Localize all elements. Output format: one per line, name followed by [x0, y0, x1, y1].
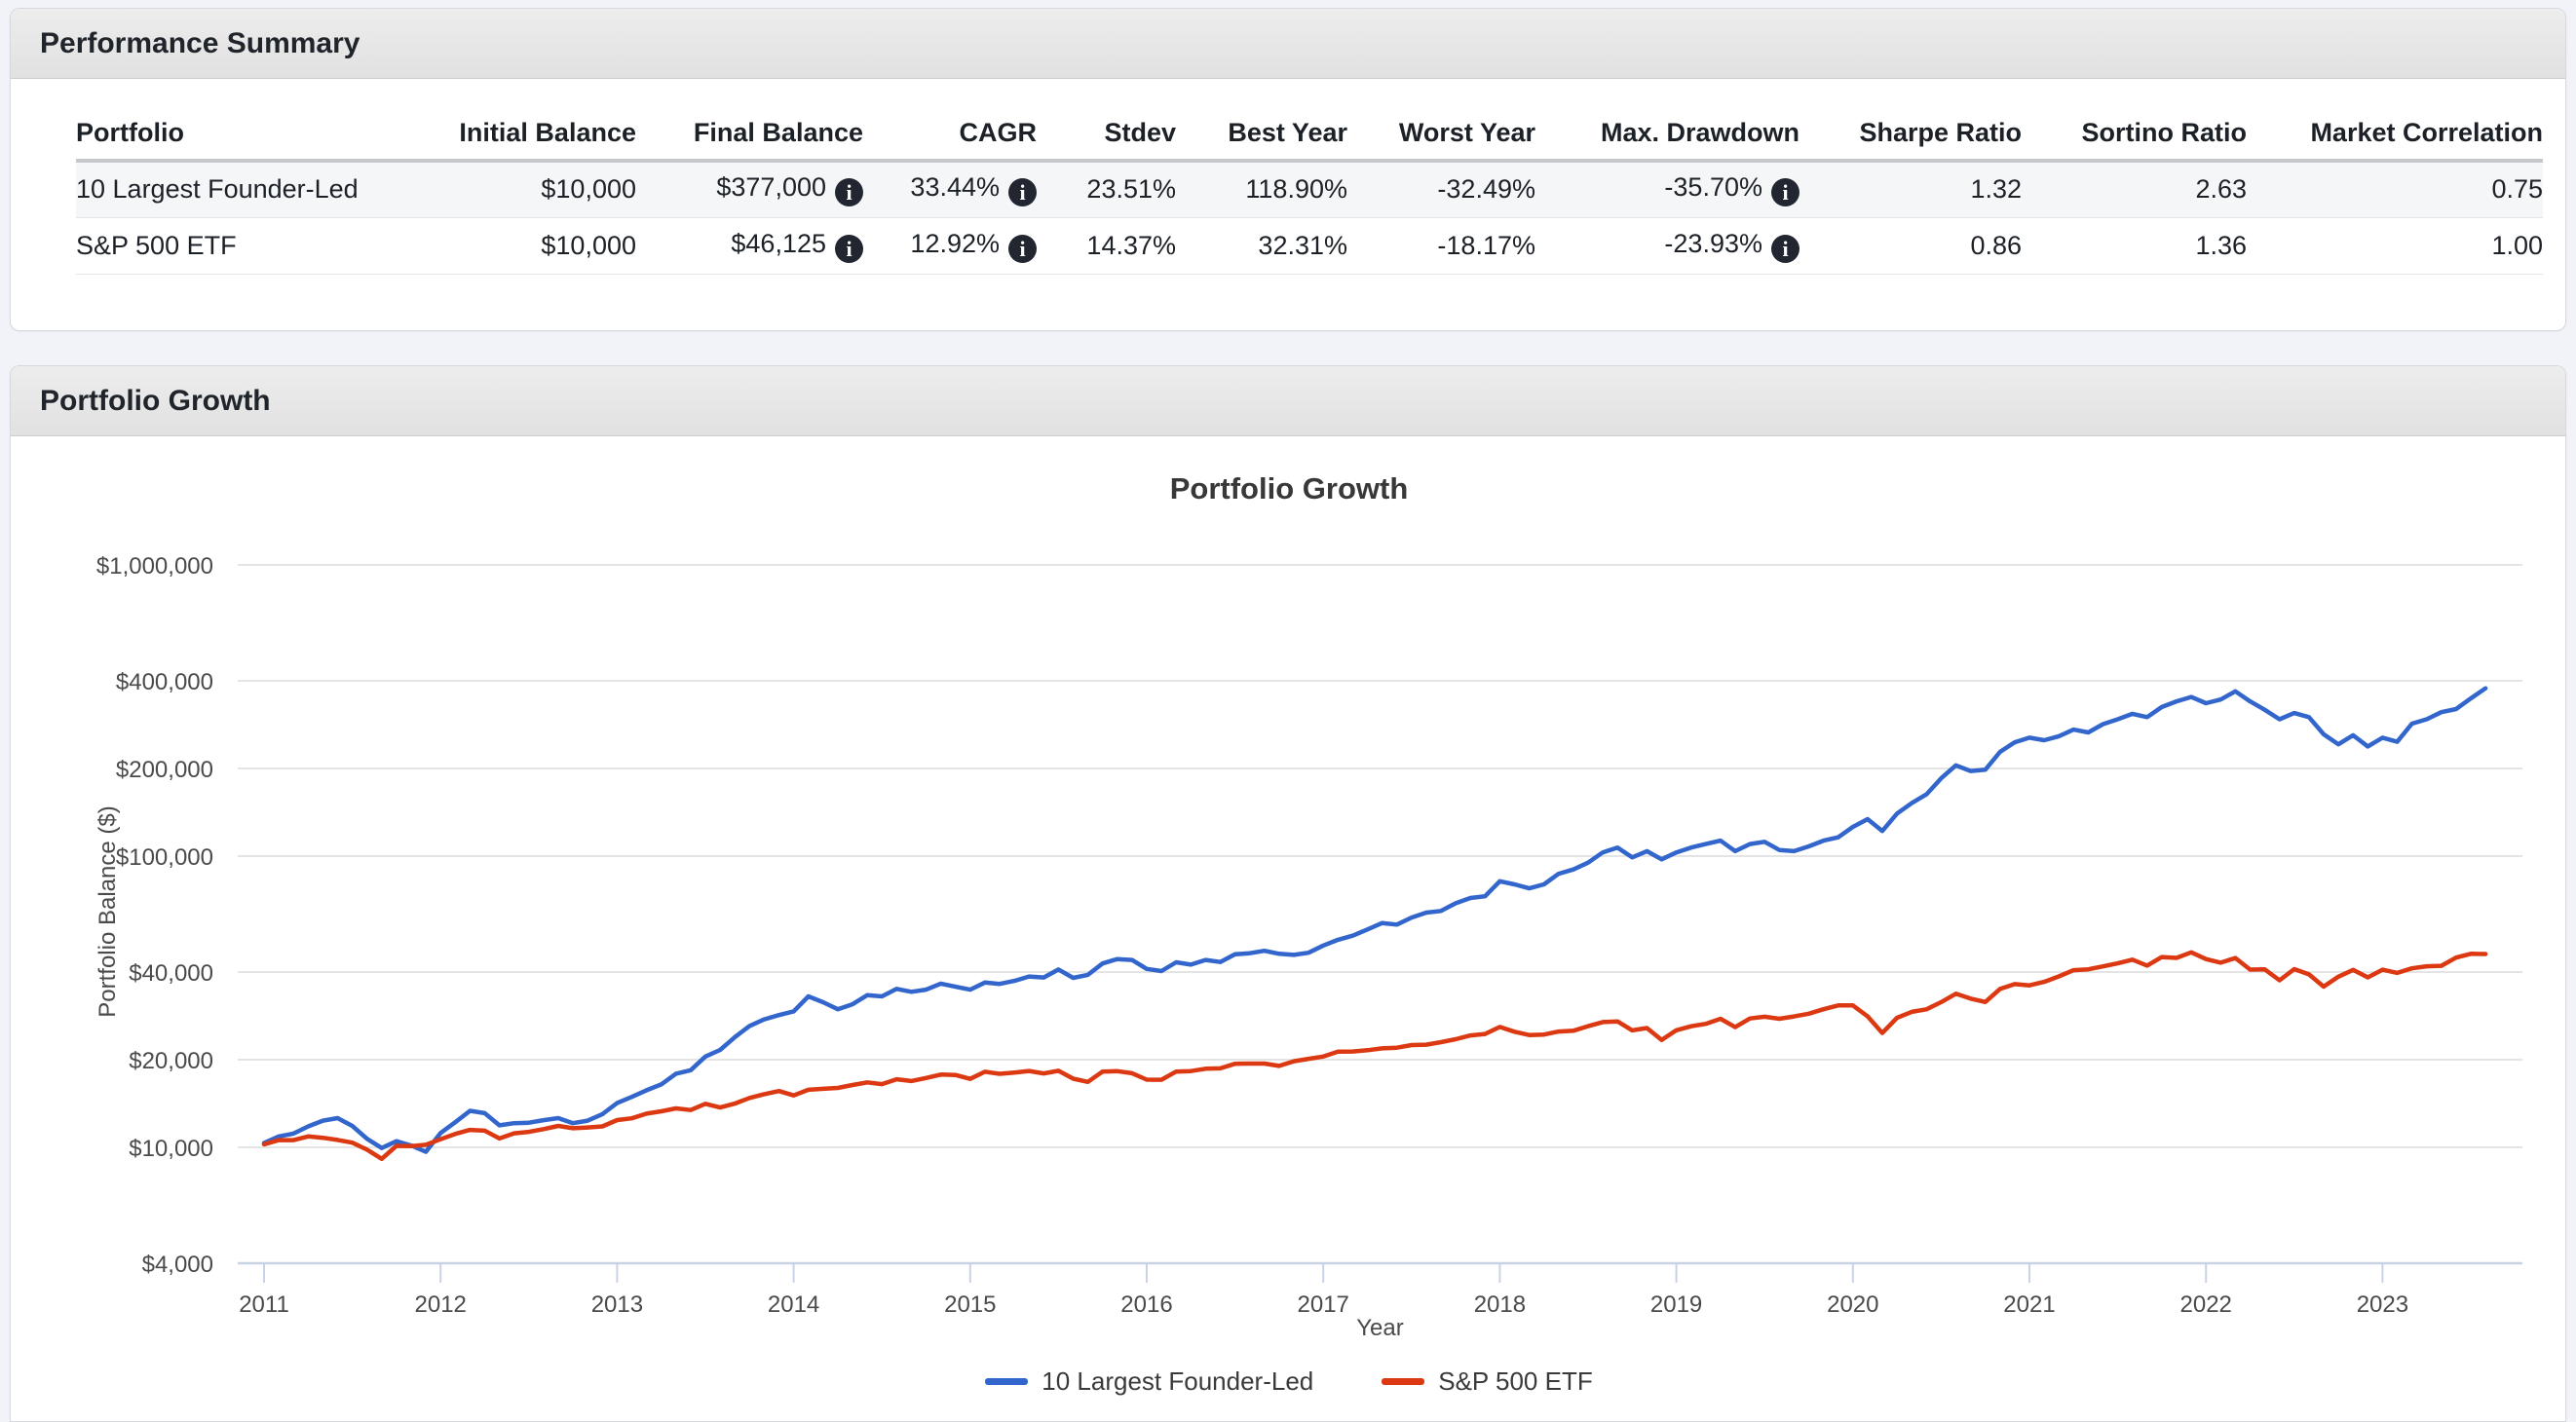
y-tick-label: $4,000 — [142, 1252, 213, 1278]
y-tick-label: $400,000 — [116, 669, 213, 695]
info-icon[interactable]: i — [1008, 234, 1037, 263]
chart-title: Portfolio Growth — [1169, 471, 1409, 505]
performance-table: Portfolio Initial Balance Final Balance CAG… — [76, 106, 2543, 275]
gridlines — [238, 564, 2522, 1148]
col-header-final_balance: Final Balance — [636, 106, 863, 163]
col-header-market_correlation: Market Correlation — [2247, 106, 2543, 163]
x-axis-title: Year — [1356, 1315, 1404, 1341]
cell-initial_balance: $10,000 — [407, 217, 636, 275]
col-header-initial_balance: Initial Balance — [407, 106, 636, 163]
col-header-sortino_ratio: Sortino Ratio — [2022, 106, 2247, 163]
x-tick-label: 2013 — [591, 1291, 643, 1318]
cell-sortino_ratio: 2.63 — [2022, 161, 2247, 218]
cell-initial_balance: $10,000 — [407, 161, 636, 218]
y-tick-label: $20,000 — [129, 1048, 213, 1074]
portfolio-growth-chart: Portfolio Growth Portfolio Balance ($) $… — [11, 436, 2566, 1421]
cell-max_drawdown: -23.93% i — [1535, 217, 1799, 275]
info-icon[interactable]: i — [835, 178, 863, 207]
sp500-line-marker — [1382, 1378, 1425, 1385]
y-tick-label: $100,000 — [116, 844, 213, 871]
x-tick-label: 2015 — [944, 1291, 996, 1318]
growth-chart-plot[interactable]: $4,000 $10,000 $20,000 $40,000 $100,000 $200,… — [11, 436, 2566, 1360]
x-tick-label: 2016 — [1120, 1291, 1172, 1318]
cell-portfolio: 10 Largest Founder-Led — [76, 161, 407, 218]
performance-summary-header: Performance Summary — [11, 9, 2565, 79]
x-tick-label: 2022 — [2180, 1291, 2232, 1318]
x-tick-label: 2020 — [1827, 1291, 1878, 1318]
legend-label: 10 Largest Founder-Led — [1042, 1366, 1314, 1396]
x-axis — [238, 1261, 2522, 1283]
cell-max_drawdown: -35.70% i — [1535, 161, 1799, 218]
y-tick-label: $200,000 — [116, 757, 213, 783]
y-tick-label: $10,000 — [129, 1136, 213, 1162]
col-header-worst_year: Worst Year — [1347, 106, 1535, 163]
portfolio-growth-panel: Portfolio Growth Portfolio Growth Portfo… — [10, 365, 2566, 1422]
cell-cagr: 12.92% i — [863, 217, 1037, 275]
cell-worst_year: -32.49% — [1347, 161, 1535, 218]
info-icon[interactable]: i — [835, 234, 863, 263]
x-axis-labels: 2011 2012 2013 2014 2015 2016 2017 2018 2019 2020… — [239, 1291, 2408, 1341]
y-tick-label: $40,000 — [129, 960, 213, 987]
cell-final_balance: $377,000 i — [636, 161, 863, 218]
cell-final_balance: $46,125 i — [636, 217, 863, 275]
col-header-sharpe_ratio: Sharpe Ratio — [1799, 106, 2022, 163]
cell-sharpe_ratio: 1.32 — [1799, 161, 2022, 218]
x-tick-label: 2017 — [1298, 1291, 1349, 1318]
col-header-stdev: Stdev — [1037, 106, 1176, 163]
col-header-cagr: CAGR — [863, 106, 1037, 163]
series-line-founder-led[interactable] — [261, 686, 2488, 1154]
x-tick-label: 2021 — [2003, 1291, 2055, 1318]
col-header-best_year: Best Year — [1176, 106, 1347, 163]
cell-market_correlation: 1.00 — [2247, 217, 2543, 275]
cell-sharpe_ratio: 0.86 — [1799, 217, 2022, 275]
x-tick-label: 2018 — [1474, 1291, 1526, 1318]
chart-legend: 10 Largest Founder-Led S&P 500 ETF — [11, 1366, 2565, 1397]
table-row: S&P 500 ETF $10,000 $46,125 i 12.92% i 14.37% 3… — [76, 217, 2543, 275]
info-icon[interactable]: i — [1771, 178, 1799, 207]
info-icon[interactable]: i — [1008, 178, 1037, 207]
x-tick-label: 2014 — [768, 1291, 819, 1318]
cell-worst_year: -18.17% — [1347, 217, 1535, 275]
performance-summary-body: Portfolio Initial Balance Final Balance CAG… — [11, 79, 2565, 275]
info-icon[interactable]: i — [1771, 234, 1799, 263]
x-tick-label: 2011 — [239, 1291, 289, 1318]
col-header-max_drawdown: Max. Drawdown — [1535, 106, 1799, 163]
cell-market_correlation: 0.75 — [2247, 161, 2543, 218]
legend-item-founder-led: 10 Largest Founder-Led — [985, 1366, 1313, 1397]
cell-cagr: 33.44% i — [863, 161, 1037, 218]
founder-led-line-marker — [985, 1378, 1029, 1385]
table-header-row: Portfolio Initial Balance Final Balance CAG… — [76, 106, 2543, 163]
performance-summary-panel: Performance Summary Portfolio Initial Bal… — [10, 8, 2566, 331]
y-tick-label: $1,000,000 — [96, 553, 213, 580]
x-tick-label: 2012 — [415, 1291, 467, 1318]
table-row: 10 Largest Founder-Led $10,000 $377,000 i 33… — [76, 161, 2543, 218]
cell-portfolio: S&P 500 ETF — [76, 217, 407, 275]
x-tick-label: 2023 — [2357, 1291, 2408, 1318]
legend-item-sp500: S&P 500 ETF — [1382, 1366, 1593, 1397]
col-header-portfolio: Portfolio — [76, 106, 407, 163]
cell-stdev: 23.51% — [1037, 161, 1176, 218]
portfolio-growth-header: Portfolio Growth — [11, 366, 2565, 436]
x-tick-label: 2019 — [1650, 1291, 1702, 1318]
y-axis-labels: $4,000 $10,000 $20,000 $40,000 $100,000 $200,… — [96, 553, 213, 1278]
series-line-sp500[interactable] — [261, 950, 2488, 1162]
legend-label: S&P 500 ETF — [1438, 1366, 1593, 1396]
portfolio-growth-title: Portfolio Growth — [40, 384, 271, 417]
cell-best_year: 32.31% — [1176, 217, 1347, 275]
cell-sortino_ratio: 1.36 — [2022, 217, 2247, 275]
performance-summary-title: Performance Summary — [40, 26, 360, 59]
cell-stdev: 14.37% — [1037, 217, 1176, 275]
cell-best_year: 118.90% — [1176, 161, 1347, 218]
